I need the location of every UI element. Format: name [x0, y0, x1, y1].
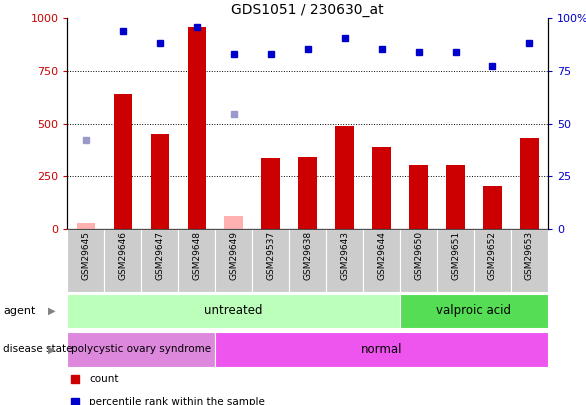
Text: percentile rank within the sample: percentile rank within the sample	[89, 396, 265, 405]
Title: GDS1051 / 230630_at: GDS1051 / 230630_at	[231, 3, 384, 17]
Bar	[447, 164, 465, 229]
Text: GSM29643: GSM29643	[340, 231, 349, 280]
Bar	[224, 216, 243, 229]
Bar	[261, 158, 280, 229]
Text: ▶: ▶	[48, 344, 56, 354]
Text: count: count	[89, 374, 118, 384]
Text: GSM29537: GSM29537	[266, 231, 275, 280]
Text: GSM29644: GSM29644	[377, 231, 386, 279]
Text: GSM29648: GSM29648	[192, 231, 201, 280]
Text: GSM29652: GSM29652	[488, 231, 497, 280]
Bar	[252, 229, 289, 292]
Text: GSM29653: GSM29653	[525, 231, 534, 280]
Bar	[67, 229, 104, 292]
Text: valproic acid: valproic acid	[437, 304, 512, 318]
Text: untreated: untreated	[205, 304, 263, 318]
Bar	[335, 126, 354, 229]
Text: GSM29649: GSM29649	[229, 231, 239, 280]
Text: GSM29638: GSM29638	[303, 231, 312, 280]
Text: polycystic ovary syndrome: polycystic ovary syndrome	[71, 344, 212, 354]
Bar	[215, 229, 252, 292]
Text: GSM29645: GSM29645	[81, 231, 90, 280]
Bar	[437, 229, 474, 292]
Text: agent: agent	[3, 306, 35, 316]
Bar	[298, 157, 317, 229]
Bar	[326, 229, 363, 292]
Bar	[483, 185, 502, 229]
Text: normal: normal	[361, 343, 403, 356]
Bar	[409, 164, 428, 229]
Bar	[363, 229, 400, 292]
Bar	[67, 294, 400, 328]
Bar	[511, 229, 548, 292]
Bar	[289, 229, 326, 292]
Text: GSM29651: GSM29651	[451, 231, 460, 280]
Bar	[141, 229, 178, 292]
Bar	[400, 294, 548, 328]
Bar	[77, 222, 95, 229]
Bar	[520, 138, 539, 229]
Bar	[400, 229, 437, 292]
Bar	[114, 94, 132, 229]
Bar	[188, 27, 206, 229]
Bar	[474, 229, 511, 292]
Bar	[178, 229, 215, 292]
Text: GSM29647: GSM29647	[155, 231, 164, 280]
Bar	[104, 229, 141, 292]
Bar	[67, 332, 215, 367]
Bar	[215, 332, 548, 367]
Bar	[372, 147, 391, 229]
Text: GSM29646: GSM29646	[118, 231, 127, 280]
Text: GSM29650: GSM29650	[414, 231, 423, 280]
Text: disease state: disease state	[3, 344, 73, 354]
Bar	[151, 134, 169, 229]
Text: ▶: ▶	[48, 306, 56, 316]
